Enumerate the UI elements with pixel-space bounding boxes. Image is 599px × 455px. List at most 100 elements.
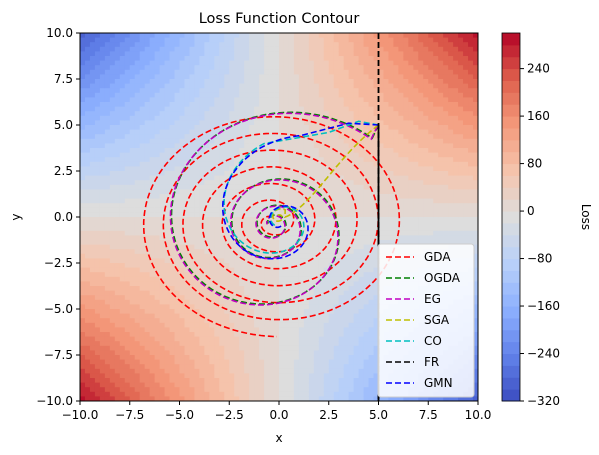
contour-cell [264, 74, 270, 80]
contour-cell [99, 299, 106, 305]
contour-cell [144, 345, 151, 351]
contour-cell [353, 152, 360, 158]
contour-cell [378, 175, 385, 181]
contour-cell [234, 51, 240, 57]
contour-cell [383, 166, 390, 172]
contour-cell [124, 226, 131, 232]
contour-cell [179, 217, 186, 223]
contour-cell [209, 281, 215, 287]
contour-cell [224, 207, 230, 213]
contour-cell [194, 295, 200, 301]
contour-cell [308, 194, 315, 200]
contour-cell [358, 125, 365, 131]
contour-cell [254, 33, 260, 39]
contour-cell [109, 138, 116, 144]
contour-cell [159, 175, 166, 181]
contour-cell [353, 267, 360, 273]
contour-cell [328, 88, 335, 94]
contour-cell [373, 212, 380, 218]
contour-cell [249, 180, 255, 186]
contour-cell [383, 184, 390, 190]
contour-cell [373, 79, 380, 85]
contour-cell [169, 355, 176, 361]
contour-cell [84, 249, 91, 255]
contour-cell [368, 286, 375, 292]
contour-cell [109, 345, 116, 351]
contour-cell [114, 157, 121, 163]
contour-cell [124, 157, 131, 163]
contour-cell [249, 359, 255, 365]
contour-cell [288, 391, 295, 397]
contour-cell [288, 180, 295, 186]
contour-cell [204, 332, 210, 338]
contour-cell [224, 322, 230, 328]
contour-cell [288, 387, 295, 393]
contour-cell [348, 396, 355, 401]
contour-cell [333, 33, 340, 39]
contour-cell [269, 88, 275, 94]
contour-cell [373, 42, 380, 48]
contour-cell [184, 88, 191, 94]
contour-cell [184, 212, 191, 218]
contour-cell [174, 157, 181, 163]
contour-cell [338, 203, 345, 209]
contour-cell [358, 267, 365, 273]
contour-cell [303, 226, 310, 232]
contour-cell [229, 88, 235, 94]
contour-cell [199, 60, 205, 66]
contour-cell [154, 240, 161, 246]
contour-cell [89, 212, 96, 218]
contour-cell [328, 230, 335, 236]
contour-cell [80, 189, 86, 195]
contour-cell [298, 97, 305, 103]
contour-cell [239, 322, 245, 328]
contour-cell [368, 157, 375, 163]
contour-cell [84, 152, 91, 158]
contour-cell [154, 258, 161, 264]
contour-cell [353, 318, 360, 324]
contour-cell [124, 166, 131, 172]
contour-cell [308, 83, 315, 89]
contour-cell [149, 253, 156, 259]
contour-cell [169, 42, 176, 48]
contour-cell [323, 203, 330, 209]
contour-cell [308, 327, 315, 333]
contour-cell [219, 92, 225, 98]
contour-cell [159, 166, 166, 172]
contour-cell [368, 359, 375, 365]
contour-cell [274, 184, 280, 190]
contour-cell [159, 217, 166, 223]
contour-cell [283, 134, 290, 140]
contour-cell [239, 295, 245, 301]
contour-cell [224, 387, 230, 393]
contour-cell [89, 171, 96, 177]
contour-cell [373, 286, 380, 292]
contour-cell [129, 42, 136, 48]
contour-cell [378, 46, 385, 52]
contour-cell [189, 111, 196, 117]
contour-cell [80, 240, 86, 246]
contour-cell [179, 359, 186, 365]
contour-cell [293, 391, 300, 397]
contour-cell [164, 161, 171, 167]
contour-cell [358, 111, 365, 117]
contour-cell [129, 79, 136, 85]
contour-cell [124, 249, 131, 255]
contour-cell [194, 378, 200, 384]
contour-cell [229, 240, 235, 246]
contour-cell [99, 37, 106, 43]
contour-cell [229, 134, 235, 140]
contour-cell [124, 65, 131, 71]
contour-cell [194, 212, 200, 218]
contour-cell [164, 387, 171, 393]
contour-cell [373, 56, 380, 62]
contour-cell [149, 258, 156, 264]
contour-cell [124, 295, 131, 301]
contour-cell [298, 368, 305, 374]
contour-cell [373, 304, 380, 310]
contour-cell [164, 304, 171, 310]
contour-cell [308, 198, 315, 204]
contour-cell [259, 272, 265, 278]
contour-cell [99, 263, 106, 269]
contour-cell [224, 37, 230, 43]
